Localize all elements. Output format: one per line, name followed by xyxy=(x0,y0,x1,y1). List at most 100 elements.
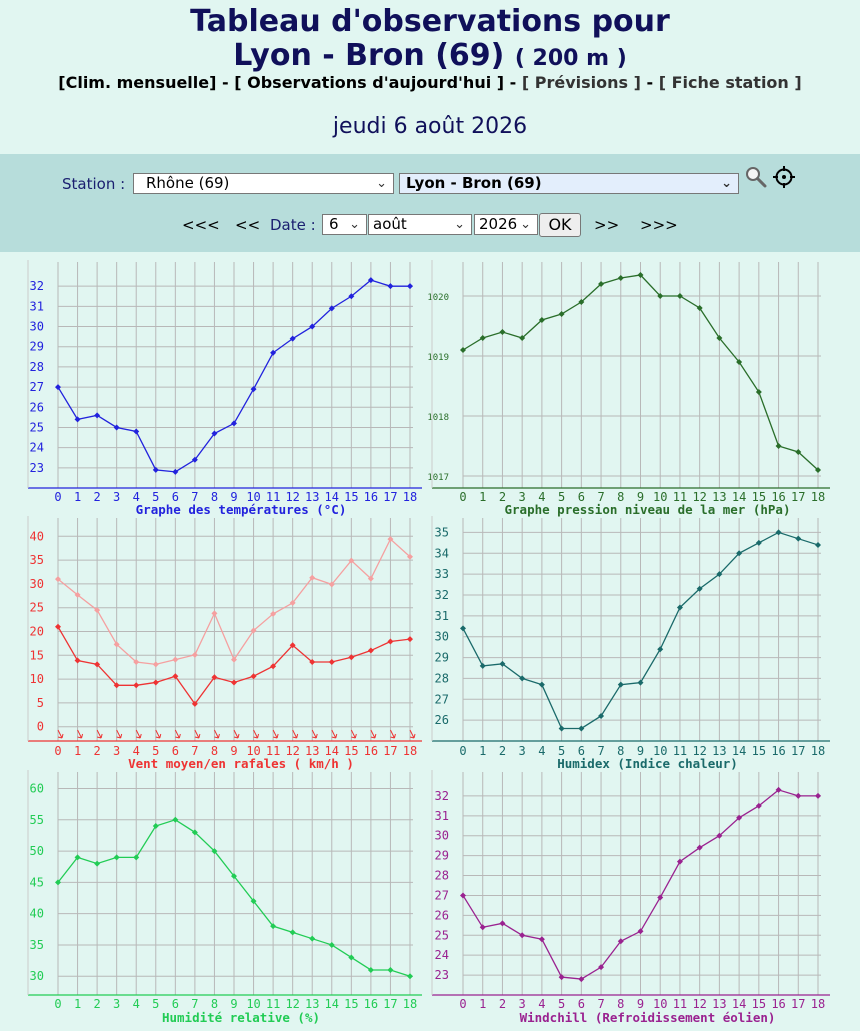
y-tick-label: 5 xyxy=(37,696,44,710)
x-tick-label: 7 xyxy=(191,744,198,758)
x-tick-label: 8 xyxy=(211,744,218,758)
chevron-down-icon: ⌄ xyxy=(454,217,465,232)
y-tick-label: 15 xyxy=(30,648,44,662)
x-tick-label: 13 xyxy=(305,490,319,504)
data-point xyxy=(736,359,743,365)
x-tick-label: 0 xyxy=(459,744,466,758)
data-point xyxy=(309,323,316,330)
data-point xyxy=(231,679,237,686)
arrow-icon xyxy=(213,729,220,739)
arrow-icon xyxy=(253,729,260,739)
crosshair-icon[interactable] xyxy=(772,165,796,189)
y-tick-label: 25 xyxy=(435,928,449,942)
ok-button[interactable]: OK xyxy=(539,213,581,237)
data-point xyxy=(328,305,335,312)
y-tick-label: 40 xyxy=(30,907,44,921)
chart-title: Humidex (Indice chaleur) xyxy=(557,756,738,771)
y-tick-label: 35 xyxy=(435,525,449,539)
y-tick-label: 30 xyxy=(30,969,44,983)
data-point xyxy=(657,293,664,299)
x-tick-label: 3 xyxy=(519,997,526,1011)
link-fiche-station[interactable]: [ Fiche station ] xyxy=(658,73,802,92)
data-point xyxy=(637,679,644,686)
y-tick-label: 30 xyxy=(435,829,449,843)
data-point xyxy=(367,647,374,654)
day-select-value: 6 xyxy=(329,215,339,233)
x-tick-label: 0 xyxy=(459,997,466,1011)
data-point xyxy=(387,966,394,973)
current-date: jeudi 6 août 2026 xyxy=(332,114,528,139)
data-point xyxy=(696,305,703,311)
data-point xyxy=(736,814,743,821)
x-tick-label: 0 xyxy=(54,490,61,504)
y-tick-label: 24 xyxy=(30,441,44,455)
data-point xyxy=(538,317,545,323)
x-tick-label: 0 xyxy=(54,997,61,1011)
data-point xyxy=(231,420,237,427)
magnifier-icon[interactable] xyxy=(744,165,768,189)
data-point xyxy=(479,924,486,931)
nav-prev-far-button[interactable]: <<< xyxy=(182,216,220,234)
x-tick-label: 16 xyxy=(364,490,378,504)
x-tick-label: 12 xyxy=(285,490,299,504)
x-tick-label: 6 xyxy=(172,490,179,504)
arrow-icon xyxy=(292,729,299,739)
data-point xyxy=(795,449,802,455)
data-point xyxy=(328,581,335,588)
x-tick-label: 17 xyxy=(791,490,805,504)
x-tick-label: 13 xyxy=(712,744,726,758)
data-point xyxy=(211,430,218,437)
y-tick-label: 30 xyxy=(30,320,44,334)
x-tick-label: 10 xyxy=(246,744,260,758)
year-select[interactable]: 2026 ⌄ xyxy=(474,214,538,235)
data-point xyxy=(74,416,81,423)
link-clim-mensuelle[interactable]: [Clim. mensuelle] xyxy=(58,73,217,92)
arrow-icon xyxy=(331,729,338,739)
data-point xyxy=(211,848,218,855)
data-point xyxy=(74,657,81,664)
x-tick-label: 6 xyxy=(172,744,179,758)
x-tick-label: 12 xyxy=(285,744,299,758)
link-observations-today[interactable]: [ Observations d'aujourd'hui ] xyxy=(234,73,505,92)
data-point xyxy=(538,681,545,688)
x-tick-label: 6 xyxy=(172,997,179,1011)
data-point xyxy=(152,661,159,668)
nav-prev-button[interactable]: << xyxy=(235,216,261,234)
data-point xyxy=(250,673,257,680)
data-point xyxy=(716,335,723,341)
day-select[interactable]: 6 ⌄ xyxy=(322,214,367,235)
y-tick-label: 23 xyxy=(30,461,44,475)
data-point xyxy=(460,347,466,353)
y-tick-label: 26 xyxy=(30,400,44,414)
x-tick-label: 6 xyxy=(578,490,585,504)
station-select[interactable]: Lyon - Bron (69) ⌄ xyxy=(399,173,739,194)
x-tick-label: 12 xyxy=(692,997,706,1011)
y-tick-label: 31 xyxy=(435,809,449,823)
arrow-icon xyxy=(350,729,357,739)
x-tick-label: 11 xyxy=(673,997,687,1011)
x-tick-label: 7 xyxy=(597,490,604,504)
data-point xyxy=(598,281,605,287)
link-previsions[interactable]: [ Prévisions ] xyxy=(521,73,641,92)
data-point xyxy=(716,832,723,839)
month-select[interactable]: août ⌄ xyxy=(368,214,472,235)
x-tick-label: 11 xyxy=(266,744,280,758)
data-point xyxy=(152,466,159,473)
data-point xyxy=(270,923,277,930)
x-tick-label: 1 xyxy=(74,744,81,758)
y-tick-label: 50 xyxy=(30,844,44,858)
chevron-down-icon: ⌄ xyxy=(376,176,387,191)
y-tick-label: 1019 xyxy=(427,353,449,363)
y-tick-label: 55 xyxy=(30,813,44,827)
data-point xyxy=(460,892,466,899)
y-tick-label: 1020 xyxy=(427,293,449,303)
department-select[interactable]: Rhône (69) ⌄ xyxy=(133,173,394,194)
data-point xyxy=(55,879,61,886)
data-point xyxy=(191,456,198,463)
arrow-icon xyxy=(155,729,162,739)
data-point xyxy=(755,539,762,546)
data-point xyxy=(309,658,316,665)
y-tick-label: 27 xyxy=(435,692,449,706)
x-tick-label: 17 xyxy=(383,997,397,1011)
x-tick-label: 10 xyxy=(653,744,667,758)
